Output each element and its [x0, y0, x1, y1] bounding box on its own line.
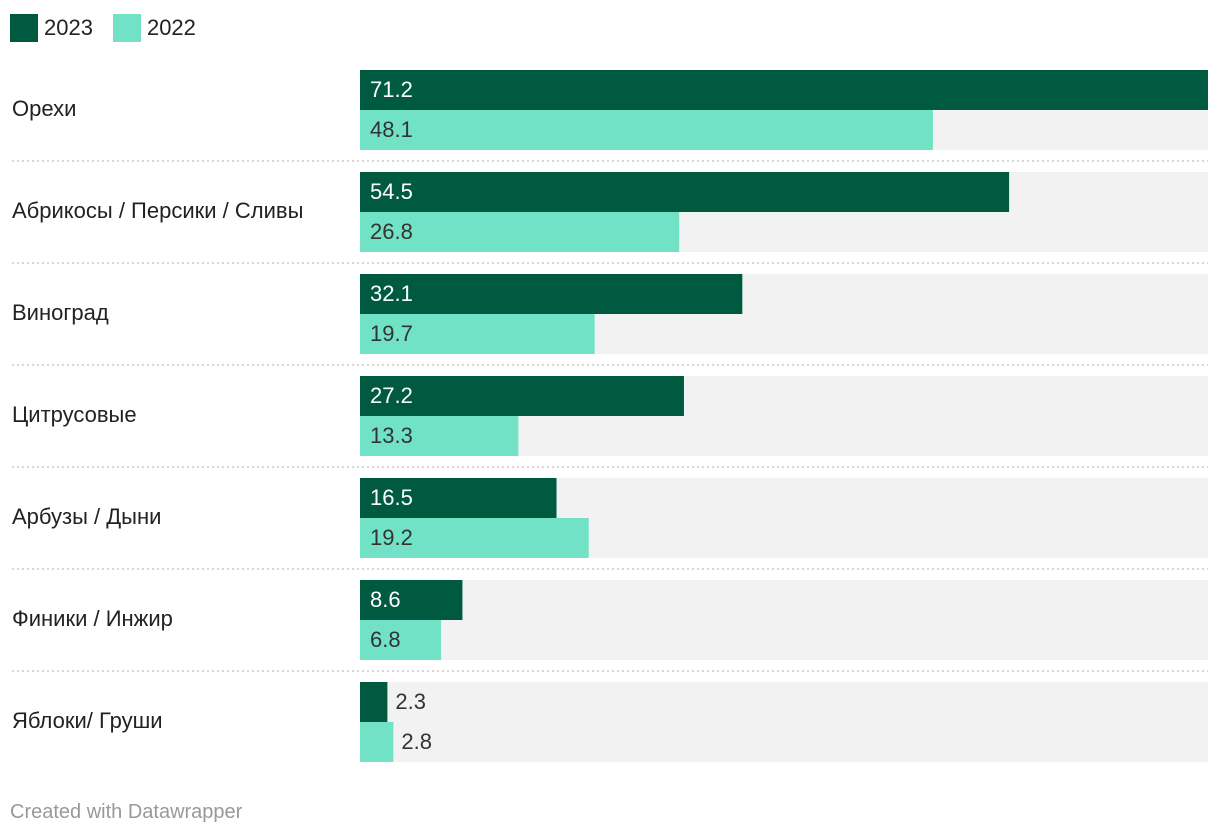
bar-2023-cat-2: [360, 274, 743, 314]
bar-2022-cat-1: [360, 212, 680, 252]
category-label-cat-4: Арбузы / Дыни: [12, 504, 161, 529]
bar-2022-cat-3: [360, 416, 519, 456]
data-label-2022-cat-6: 2.8: [401, 729, 432, 754]
data-label-2022-cat-5: 6.8: [370, 627, 401, 652]
data-label-2023-cat-2: 32.1: [370, 281, 413, 306]
bar-2023-cat-1: [360, 172, 1010, 212]
legend-item-2022: 2022: [112, 14, 196, 42]
data-label-2023-cat-5: 8.6: [370, 587, 401, 612]
bar-2023-cat-6: [360, 682, 388, 722]
legend-swatch-2022: [112, 14, 141, 42]
bar-2022-cat-6: [360, 722, 394, 762]
legend-label-2022: 2022: [146, 15, 196, 40]
data-label-2023-cat-6: 2.3: [395, 689, 426, 714]
legend-item-2023: 2023: [10, 14, 93, 42]
data-label-2022-cat-2: 19.7: [370, 321, 413, 346]
data-label-2023-cat-4: 16.5: [370, 485, 413, 510]
data-label-2023-cat-0: 71.2: [370, 77, 413, 102]
bar-2023-cat-5: [360, 580, 463, 620]
bar-2022-cat-2: [360, 314, 595, 354]
data-label-2023-cat-1: 54.5: [370, 179, 413, 204]
bar-2023-cat-0: [360, 70, 1208, 110]
datawrapper-credit: Created with Datawrapper: [10, 801, 243, 823]
data-label-2022-cat-4: 19.2: [370, 525, 413, 550]
category-label-cat-1: Абрикосы / Персики / Сливы: [12, 198, 303, 223]
legend-label-2023: 2023: [44, 15, 93, 40]
bar-2022-cat-5: [360, 620, 441, 660]
bar-track-cat-6: [360, 682, 1208, 762]
category-label-cat-0: Орехи: [12, 96, 76, 121]
chart-legend: 2023 2022: [10, 13, 216, 43]
legend-swatch-2023: [10, 14, 38, 42]
bar-chart: Орехи 71.2 48.1 Абрикосы / Персики / Сливы 5…: [12, 70, 1208, 762]
bar-track-cat-5: [360, 580, 1208, 660]
data-label-2022-cat-1: 26.8: [370, 219, 413, 244]
data-label-2022-cat-0: 48.1: [370, 117, 413, 142]
category-label-cat-5: Финики / Инжир: [12, 606, 173, 631]
category-label-cat-6: Яблоки/ Груши: [12, 708, 163, 733]
bar-2022-cat-0: [360, 110, 933, 150]
bar-2023-cat-4: [360, 478, 557, 518]
category-label-cat-3: Цитрусовые: [12, 402, 137, 427]
data-label-2023-cat-3: 27.2: [370, 383, 413, 408]
category-label-cat-2: Виноград: [12, 300, 109, 325]
bar-2023-cat-3: [360, 376, 684, 416]
bar-2022-cat-4: [360, 518, 589, 558]
data-label-2022-cat-3: 13.3: [370, 423, 413, 448]
